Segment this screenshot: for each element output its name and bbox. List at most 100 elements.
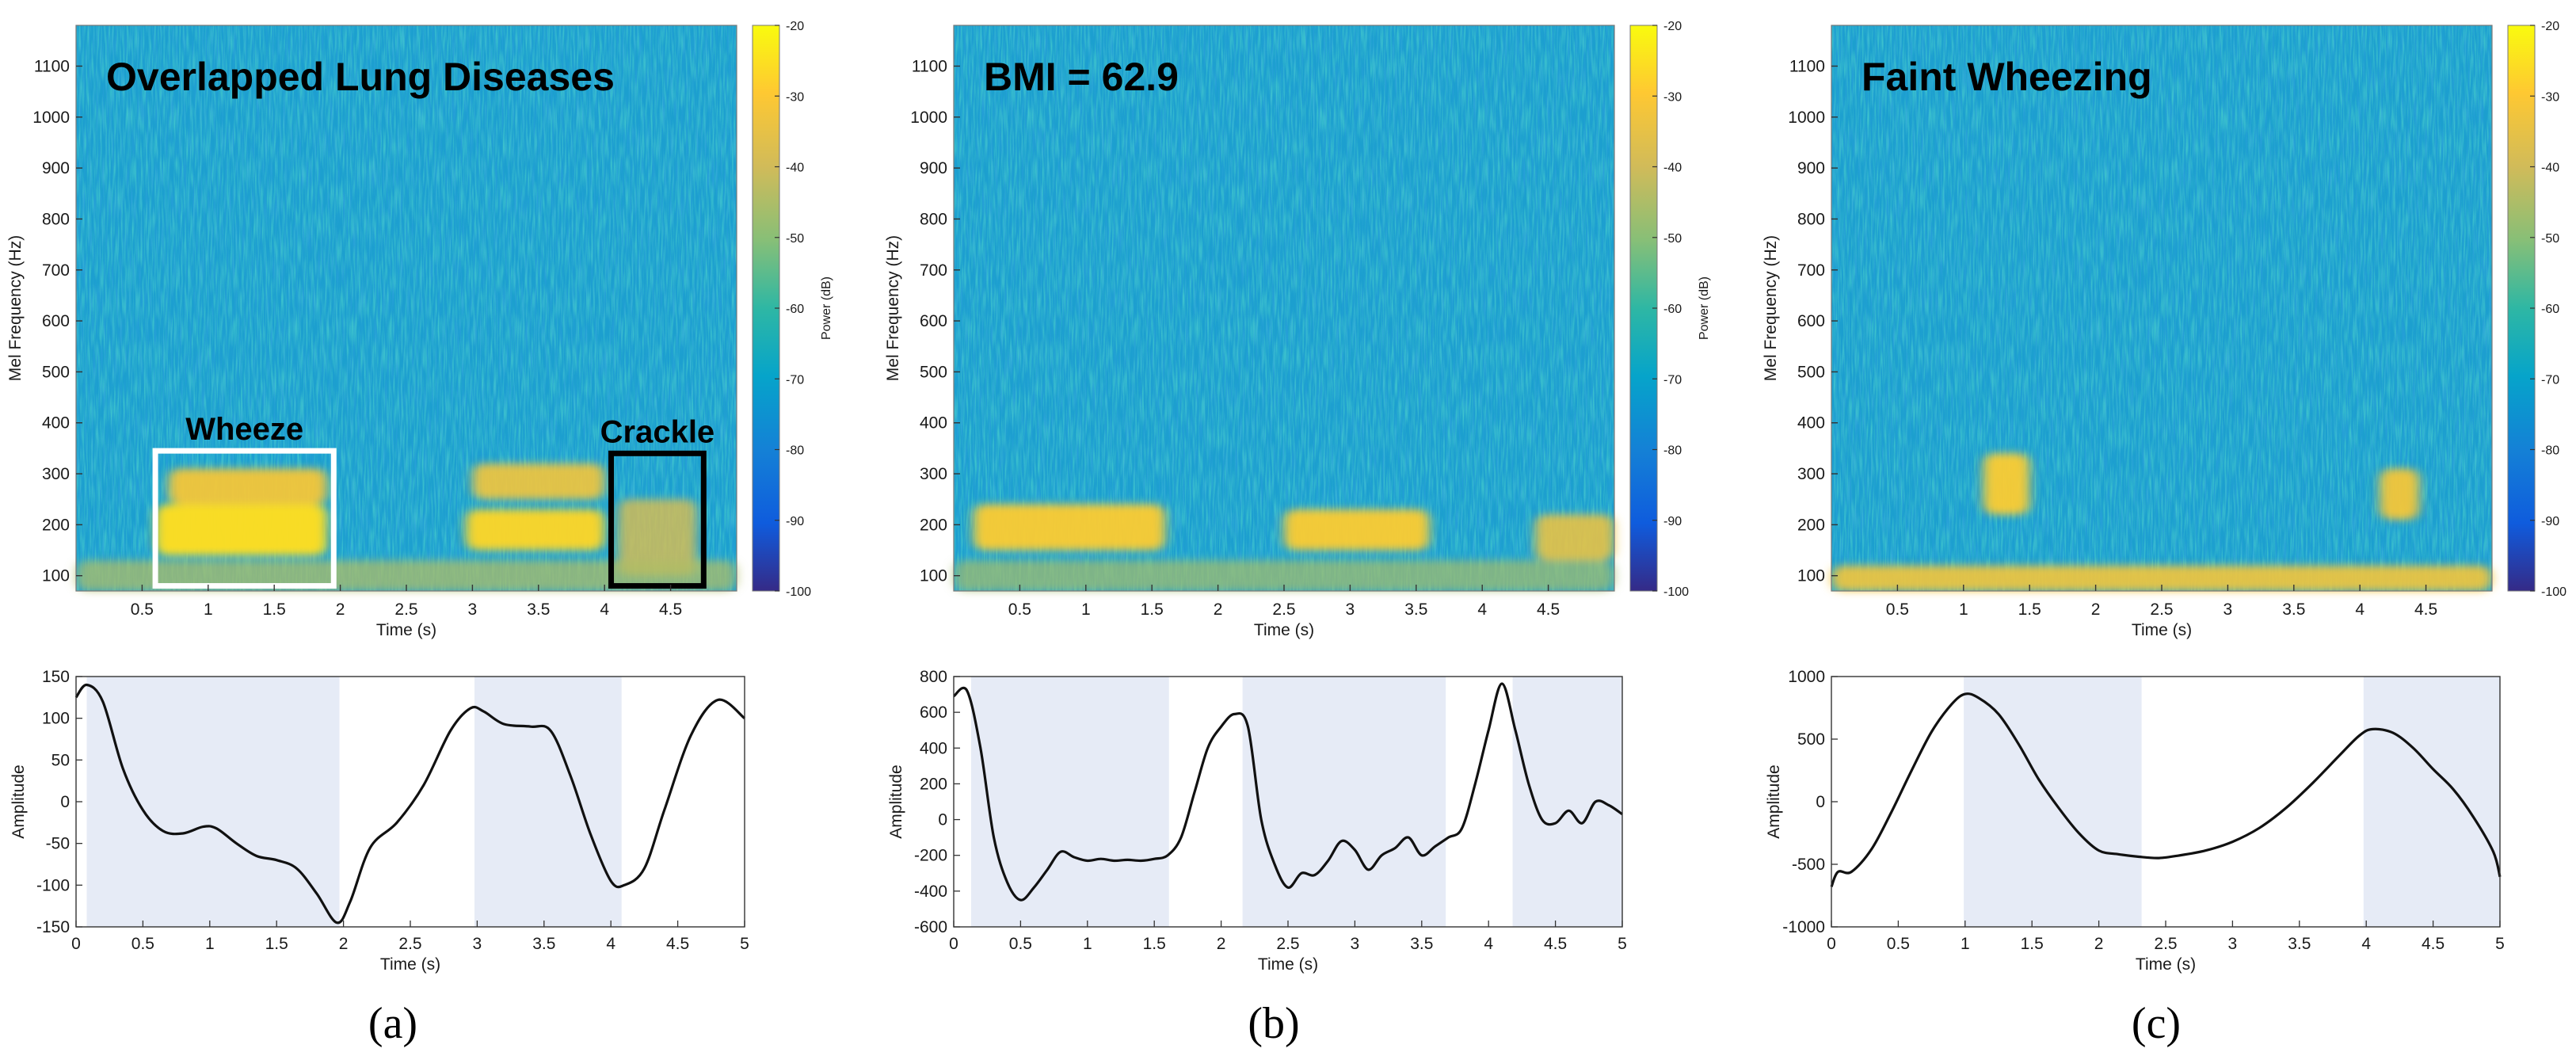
x-axis-label: Time (s) — [1254, 621, 1314, 639]
energy-band — [466, 509, 605, 551]
x-tick-label: 5 — [1618, 935, 1627, 953]
y-tick-label: -500 — [1792, 856, 1825, 874]
x-tick-label: 2 — [1217, 935, 1226, 953]
y-axis-label: Mel Frequency (Hz) — [1762, 235, 1780, 381]
y-tick-label: 400 — [42, 414, 70, 433]
x-tick-label: 1 — [204, 600, 213, 619]
y-tick-label: 1000 — [1788, 109, 1825, 127]
y-tick-label: 50 — [51, 751, 70, 769]
colorbar-tick-label: -40 — [2541, 162, 2559, 175]
x-tick-label: 0.5 — [1887, 935, 1910, 953]
y-tick-label: 900 — [920, 159, 947, 177]
x-tick-label: 3.5 — [527, 600, 550, 619]
y-tick-label: 500 — [1797, 730, 1825, 749]
x-tick-label: 3.5 — [2282, 600, 2305, 619]
spectrogram-panels: Wheeze Crackle Overlapped Lung Diseases 0.5… — [6, 20, 2566, 639]
y-tick-label: 0 — [938, 811, 947, 829]
energy-band — [472, 463, 605, 500]
y-tick-label: 150 — [42, 668, 70, 686]
x-tick-label: 3 — [473, 935, 482, 953]
caption-b: (b) — [1248, 999, 1299, 1048]
x-tick-label: 2.5 — [2150, 600, 2173, 619]
colorbar-tick-label: -50 — [2541, 232, 2559, 246]
x-tick-label: 1 — [1081, 600, 1091, 619]
amplitude-line — [74, 683, 746, 924]
y-tick-label: 200 — [920, 775, 947, 793]
colorbar-tick-label: -60 — [2541, 303, 2559, 316]
x-tick-label: 2.5 — [398, 935, 421, 953]
x-tick-label: 2 — [2091, 600, 2101, 619]
energy-band — [954, 560, 1614, 591]
x-tick-label: 1 — [1961, 935, 1970, 953]
y-tick-label: 100 — [42, 710, 70, 728]
x-tick-label: 3.5 — [2288, 935, 2311, 953]
spectrogram-title: BMI = 62.9 — [984, 55, 1179, 99]
colorbar-tick-label: -80 — [1663, 444, 1682, 458]
y-tick-label: 900 — [1797, 159, 1825, 177]
annotation-box-wheeze — [152, 448, 337, 589]
y-tick-label: 600 — [920, 312, 947, 330]
y-tick-label: 700 — [1797, 261, 1825, 280]
energy-band — [1831, 565, 2492, 591]
x-tick-label: 2 — [1214, 600, 1223, 619]
spectrogram-title: Faint Wheezing — [1862, 55, 2152, 99]
x-tick-label: 1.5 — [2021, 935, 2044, 953]
spectrogram-c: Faint Wheezing 0.5 1 1.5 2 2.5 3 3.5 4 4.5 Time (s… — [1762, 20, 2566, 639]
y-tick-label: 100 — [920, 567, 947, 585]
x-tick-label: 2.5 — [2154, 935, 2177, 953]
y-axis-label: Amplitude — [10, 764, 28, 838]
x-tick-label: 4.5 — [1544, 935, 1567, 953]
shaded-region — [1512, 677, 1622, 927]
spectrogram-title: Overlapped Lung Diseases — [106, 55, 615, 99]
y-tick-label: 100 — [1797, 567, 1825, 585]
shaded-region — [1242, 677, 1446, 927]
y-tick-label: 1000 — [910, 109, 947, 127]
x-tick-label: 1.5 — [263, 600, 286, 619]
y-tick-label: 1100 — [912, 57, 947, 75]
x-tick-label: 4 — [2355, 600, 2365, 619]
x-tick-label: 4 — [600, 600, 609, 619]
caption-c: (c) — [2132, 999, 2181, 1048]
y-tick-label: 100 — [42, 567, 70, 585]
y-tick-label: -100 — [36, 876, 70, 894]
colorbar-tick-label: -70 — [2541, 373, 2559, 387]
colorbar-tick-label: -70 — [1663, 373, 1682, 387]
y-tick-label: 300 — [920, 465, 947, 483]
x-tick-label: 3.5 — [1410, 935, 1433, 953]
y-tick-label: 600 — [920, 703, 947, 722]
colorbar-tick-label: -60 — [1663, 303, 1682, 316]
y-tick-label: -1000 — [1782, 918, 1825, 936]
x-tick-label: 4 — [606, 935, 615, 953]
x-tick-label: 0 — [71, 935, 81, 953]
x-tick-label: 4.5 — [659, 600, 682, 619]
amplitude-line — [952, 682, 1623, 902]
colorbar-tick-label: -50 — [786, 232, 804, 246]
y-axis-label: Amplitude — [1765, 764, 1783, 838]
x-tick-label: 3 — [468, 600, 478, 619]
y-tick-label: 200 — [42, 516, 70, 534]
colorbar-tick-label: -100 — [786, 585, 811, 599]
y-tick-label: 800 — [920, 210, 947, 228]
x-tick-label: 4 — [2361, 935, 2371, 953]
annotation-label-crackle: Crackle — [600, 414, 715, 449]
x-tick-label: 0.5 — [131, 600, 154, 619]
colorbar-tick-label: -20 — [2541, 20, 2559, 33]
energy-bands — [76, 463, 737, 591]
amplitude-line — [1830, 692, 2502, 888]
y-tick-label: 0 — [60, 793, 70, 811]
colorbar-tick-label: -80 — [786, 444, 804, 458]
x-axis-label: Time (s) — [1258, 955, 1318, 974]
y-tick-label: 400 — [920, 414, 947, 433]
colorbar-tick-label: -70 — [786, 373, 804, 387]
x-tick-label: 2.5 — [1276, 935, 1299, 953]
y-axis-label: Mel Frequency (Hz) — [884, 235, 902, 381]
y-tick-label: 400 — [1797, 414, 1825, 433]
energy-band — [168, 468, 327, 505]
y-tick-label: 500 — [920, 363, 947, 381]
waveform-b: 0 0.5 1 1.5 2 2.5 3 3.5 4 4.5 5 Time (s) 800 600 400 20… — [887, 668, 1627, 974]
spectrogram-b: BMI = 62.9 0.5 1 1.5 2 2.5 3 3.5 4 4.5 Time (s) 100… — [884, 20, 1711, 639]
x-axis-label: Time (s) — [380, 955, 440, 974]
y-tick-label: 500 — [42, 363, 70, 381]
y-tick-label: -200 — [914, 847, 947, 865]
